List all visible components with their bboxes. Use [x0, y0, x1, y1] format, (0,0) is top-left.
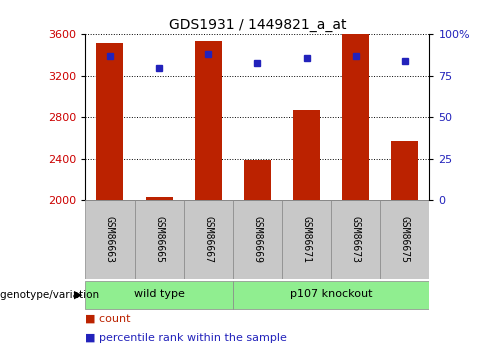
Title: GDS1931 / 1449821_a_at: GDS1931 / 1449821_a_at: [169, 18, 346, 32]
Bar: [97, 43, 123, 200]
Bar: [331, 200, 380, 279]
Text: GSM86673: GSM86673: [351, 216, 361, 263]
Text: genotype/variation: genotype/variation: [0, 290, 102, 300]
Text: ■ count: ■ count: [85, 314, 131, 324]
Bar: [145, 197, 173, 200]
Text: wild type: wild type: [134, 289, 184, 299]
Bar: [342, 34, 369, 200]
Text: GSM86675: GSM86675: [400, 216, 410, 263]
Bar: [85, 281, 233, 309]
Bar: [380, 200, 429, 279]
Text: GSM86669: GSM86669: [252, 216, 263, 263]
Text: p107 knockout: p107 knockout: [290, 289, 372, 299]
Bar: [282, 200, 331, 279]
Bar: [183, 200, 233, 279]
Text: GSM86671: GSM86671: [302, 216, 311, 263]
Text: GSM86667: GSM86667: [203, 216, 213, 263]
Bar: [244, 160, 271, 200]
Text: ■ percentile rank within the sample: ■ percentile rank within the sample: [85, 333, 287, 343]
Bar: [85, 200, 135, 279]
Bar: [195, 41, 222, 200]
Bar: [233, 200, 282, 279]
Bar: [135, 200, 183, 279]
Bar: [293, 110, 320, 200]
Text: GSM86665: GSM86665: [154, 216, 164, 263]
Text: ▶: ▶: [75, 290, 83, 300]
Bar: [391, 141, 418, 200]
Bar: [233, 281, 429, 309]
Text: GSM86663: GSM86663: [105, 216, 115, 263]
